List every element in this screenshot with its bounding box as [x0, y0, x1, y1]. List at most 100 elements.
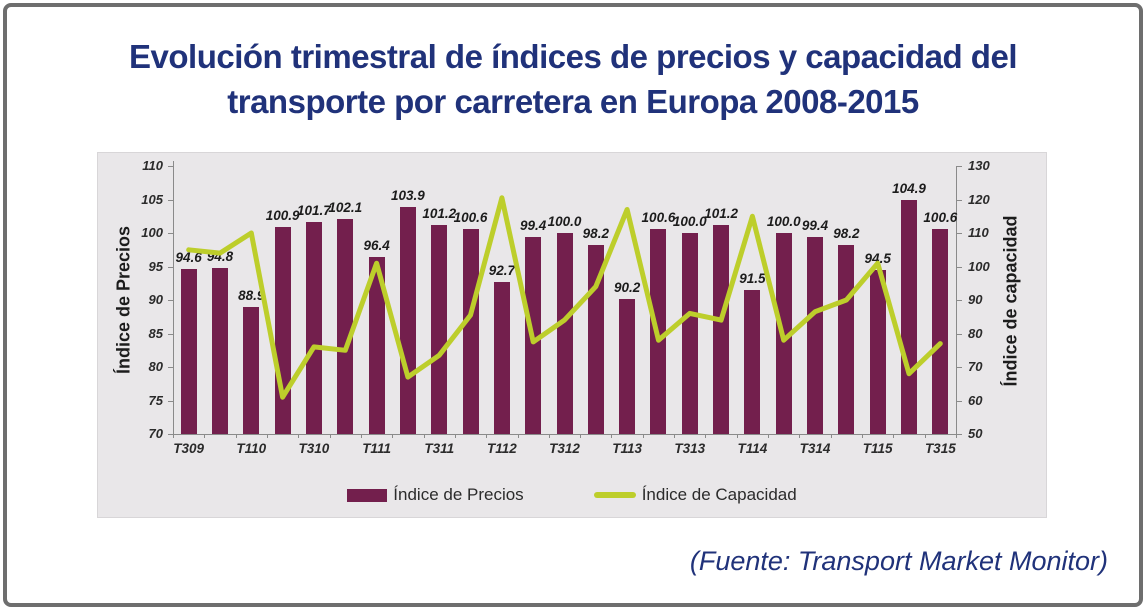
x-axis-tick: [173, 434, 174, 438]
y2-axis-tick: [956, 267, 962, 268]
x-axis-tick: [329, 434, 331, 438]
y2-axis-tick: [956, 200, 962, 201]
legend-bar-swatch-icon: [347, 488, 388, 502]
bar-value-label: 104.9: [892, 181, 926, 197]
y-axis-tick: [168, 334, 173, 335]
x-axis-tick: [486, 434, 488, 438]
bar-value-label: 100.9: [265, 207, 300, 223]
y2-axis-tick: [956, 166, 962, 167]
y2-axis-tick: [956, 300, 962, 301]
page-title: Evolución trimestral de índices de preci…: [0, 34, 1146, 124]
y2-axis-tick: [956, 334, 962, 335]
bar-value-label: 101.2: [422, 205, 457, 221]
x-axis-tick-label: T311: [424, 441, 455, 456]
bar: [337, 218, 354, 434]
y-axis-tick: [168, 200, 173, 201]
x-axis-tick: [674, 434, 676, 438]
page-title-line1: Evolución trimestral de índices de preci…: [129, 38, 1018, 75]
x-axis-tick-label: T310: [298, 441, 330, 456]
bar: [681, 233, 698, 434]
legend-item-precios: Índice de Precios: [347, 485, 524, 505]
bar: [431, 224, 448, 434]
x-axis-tick: [705, 434, 707, 438]
legend-item-capacidad: Índice de Capacidad: [593, 485, 797, 505]
y-axis-tick-label: 75: [148, 392, 163, 408]
y-axis-tick-label: 95: [148, 258, 163, 274]
x-axis-tick: [423, 434, 425, 438]
bar-value-label: 100.0: [766, 214, 801, 229]
bar-value-label: 100.6: [641, 209, 676, 225]
x-axis-tick: [392, 434, 394, 438]
y2-axis-tick-label: 50: [968, 426, 983, 441]
y2-axis-tick: [956, 401, 962, 402]
y-axis-tick-label: 90: [148, 292, 163, 307]
x-axis-tick: [454, 434, 456, 438]
bar: [305, 221, 322, 434]
bar: [869, 269, 886, 434]
x-axis-tick: [611, 434, 613, 438]
bar-value-label: 92.7: [488, 262, 515, 278]
y-axis-tick: [168, 267, 173, 268]
chart-panel: Índice de Precios Índice de capacidad 70…: [97, 152, 1047, 518]
x-axis-tick: [830, 434, 832, 438]
x-axis-tick: [768, 434, 770, 438]
bar: [493, 281, 510, 434]
bar-value-label: 88.9: [238, 288, 265, 304]
x-axis-tick: [204, 434, 206, 438]
bar: [180, 269, 197, 434]
bar-value-label: 98.2: [582, 226, 609, 242]
bar: [619, 298, 636, 434]
y-axis-tick: [168, 233, 173, 234]
capacity-line: [186, 195, 943, 400]
y2-axis-tick-label: 60: [968, 392, 983, 408]
x-axis-tick: [266, 434, 268, 438]
bar-value-label: 91.5: [739, 270, 766, 286]
x-axis-tick: [893, 434, 895, 438]
x-axis-tick: [799, 434, 801, 438]
y-axis-tick-label: 80: [148, 359, 163, 374]
x-axis-tick-label: T115: [862, 441, 893, 456]
x-axis-tick: [642, 434, 644, 438]
y-axis-tick: [168, 434, 173, 435]
x-axis-tick-label: T314: [799, 441, 831, 456]
bar-value-label: 101.7: [297, 202, 331, 218]
x-axis-line: [173, 434, 956, 435]
bar: [713, 224, 730, 434]
x-axis-tick: [298, 434, 300, 438]
x-axis-tick: [956, 434, 957, 438]
x-axis-tick-label: T313: [674, 441, 706, 456]
bar: [901, 200, 918, 434]
x-axis-tick: [360, 434, 362, 438]
bar-value-label: 99.4: [801, 218, 829, 234]
y-axis-tick-label: 105: [141, 191, 163, 207]
bar-value-label: 100.0: [547, 214, 582, 229]
x-axis-tick: [580, 434, 582, 438]
y2-axis-tick-label: 120: [968, 191, 990, 207]
bar-value-label: 100.6: [453, 209, 488, 225]
y-axis-tick: [168, 300, 173, 301]
bar-value-label: 90.2: [613, 279, 641, 295]
x-axis-tick-label: T309: [173, 441, 205, 456]
y2-axis-tick-label: 70: [968, 359, 983, 374]
page-title-line2: transporte por carretera en Europa 2008-…: [227, 83, 919, 120]
y2-axis-tick: [956, 367, 962, 368]
y-axis-tick-label: 110: [142, 158, 163, 173]
bar-value-label: 102.1: [328, 199, 363, 215]
x-axis-tick-label: T112: [486, 441, 517, 456]
chart-legend: Índice de Precios Índice de Capacidad: [98, 485, 1046, 505]
y2-axis-tick: [956, 434, 962, 435]
y-axis-tick-label: 70: [148, 426, 163, 441]
bar: [211, 267, 228, 434]
bar-value-label: 96.4: [363, 238, 390, 254]
y2-axis-tick-label: 110: [968, 225, 989, 240]
bar: [807, 237, 824, 434]
y-axis-tick: [168, 367, 173, 368]
x-axis-tick-label: T113: [612, 441, 643, 456]
x-axis-tick-label: T110: [236, 441, 267, 456]
y-axis-line: [173, 161, 174, 434]
legend-line-swatch-icon: [593, 492, 636, 498]
bar: [556, 233, 573, 434]
bar-value-label: 100.6: [923, 209, 958, 225]
bar-value-label: 98.2: [833, 226, 860, 242]
